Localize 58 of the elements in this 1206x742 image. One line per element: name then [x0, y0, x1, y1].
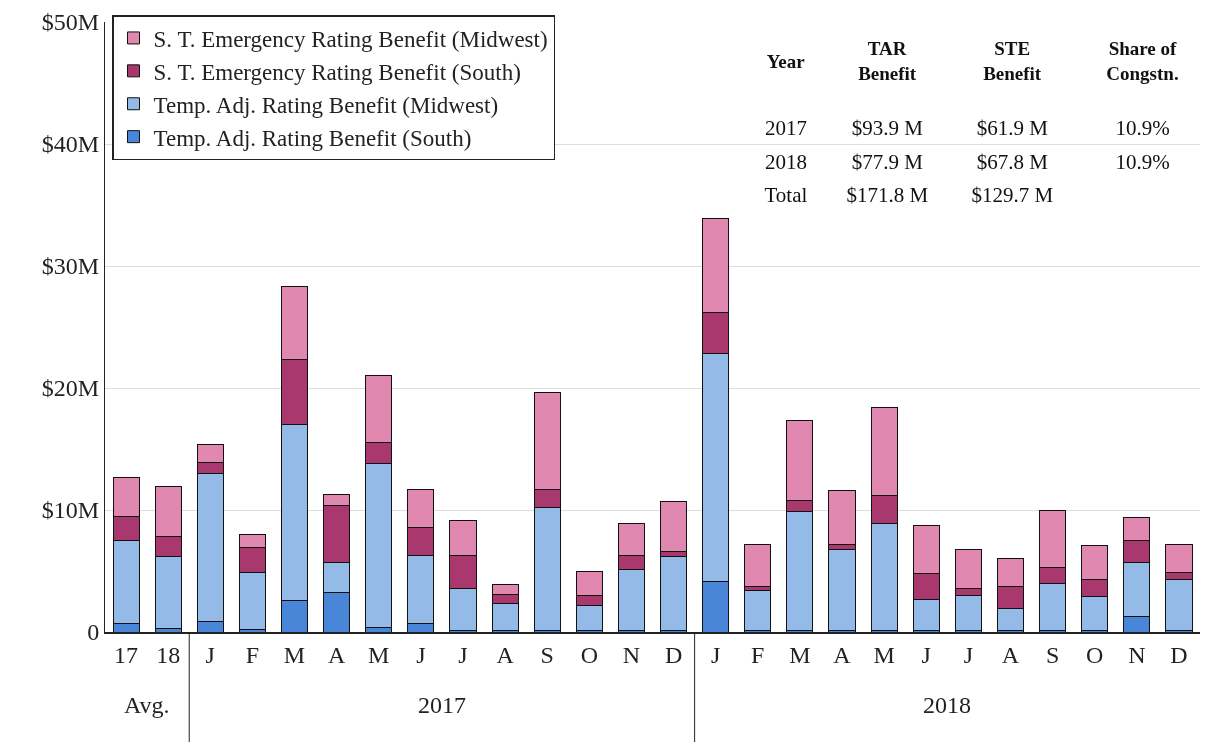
annotation: 2018 — [765, 149, 807, 174]
bar — [744, 590, 772, 632]
x-tick-label: J — [205, 641, 215, 668]
x-tick-label: O — [1086, 641, 1104, 668]
x-tick-label: J — [921, 641, 931, 668]
y-tick-label: 0 — [87, 619, 100, 646]
annotation: TAR Benefit — [858, 38, 917, 84]
x-tick-label: N — [1128, 641, 1146, 668]
x-tick-label: F — [751, 641, 765, 668]
x-tick-label: A — [833, 641, 852, 668]
x-tick-label: A — [1001, 641, 1020, 668]
legend-label: S. T. Emergency Rating Benefit (South) — [153, 59, 521, 85]
y-tick-label: $40M — [41, 131, 100, 158]
x-tick-label: M — [368, 641, 390, 668]
text: 2017 — [418, 692, 466, 718]
x-tick-label: 18 — [156, 641, 181, 668]
legend-label: S. T. Emergency Rating Benefit (Midwest) — [153, 26, 548, 52]
bar — [744, 543, 772, 588]
legend-label: Temp. Adj. Rating Benefit (Midwest) — [153, 92, 499, 118]
x-tick-label: M — [283, 641, 306, 668]
text: Avg. — [124, 692, 170, 718]
legend-label: Temp. Adj. Rating Benefit (South) — [153, 125, 472, 151]
annotation: $61.9 M — [976, 115, 1049, 140]
y-tick-label: $20M — [41, 375, 100, 402]
x-tick-label: A — [496, 641, 515, 668]
bar — [660, 555, 688, 632]
x-tick-label: S — [540, 641, 554, 668]
x-tick-label: N — [622, 641, 641, 668]
y-tick-label: $30M — [41, 253, 100, 280]
annotation: STE Benefit — [983, 38, 1042, 84]
annotation: $67.8 M — [976, 149, 1049, 174]
annotation: Year — [766, 50, 806, 72]
x-tick-label: M — [873, 641, 895, 668]
x-tick-label: D — [664, 641, 683, 668]
x-tick-label: O — [580, 641, 598, 668]
annotation: $93.9 M — [851, 115, 924, 140]
x-tick-label: D — [1170, 641, 1188, 668]
x-tick-label: M — [789, 641, 811, 668]
x-tick-label: S — [1045, 641, 1060, 668]
x-tick-label: J — [416, 641, 426, 668]
annotation: $129.7 M — [971, 182, 1054, 207]
annotation: $77.9 M — [851, 149, 924, 174]
annotation: Total — [764, 182, 808, 207]
annotation: 10.9% — [1115, 115, 1170, 140]
annotation: Share of Congstn. — [1106, 38, 1179, 84]
x-tick-label: J — [963, 641, 974, 668]
text: 2018 — [923, 692, 971, 718]
annotation: 2017 — [765, 115, 807, 140]
x-tick-label: A — [327, 641, 346, 668]
x-tick-label: 17 — [114, 641, 139, 668]
x-tick-label: F — [245, 641, 260, 668]
x-tick-label: J — [458, 641, 468, 668]
x-tick-label: J — [711, 641, 721, 668]
annotation: 10.9% — [1115, 149, 1170, 174]
annotation: $171.8 M — [846, 182, 929, 207]
y-tick-label: $50M — [41, 9, 100, 36]
bar — [828, 548, 856, 632]
y-tick-label: $10M — [41, 497, 100, 524]
